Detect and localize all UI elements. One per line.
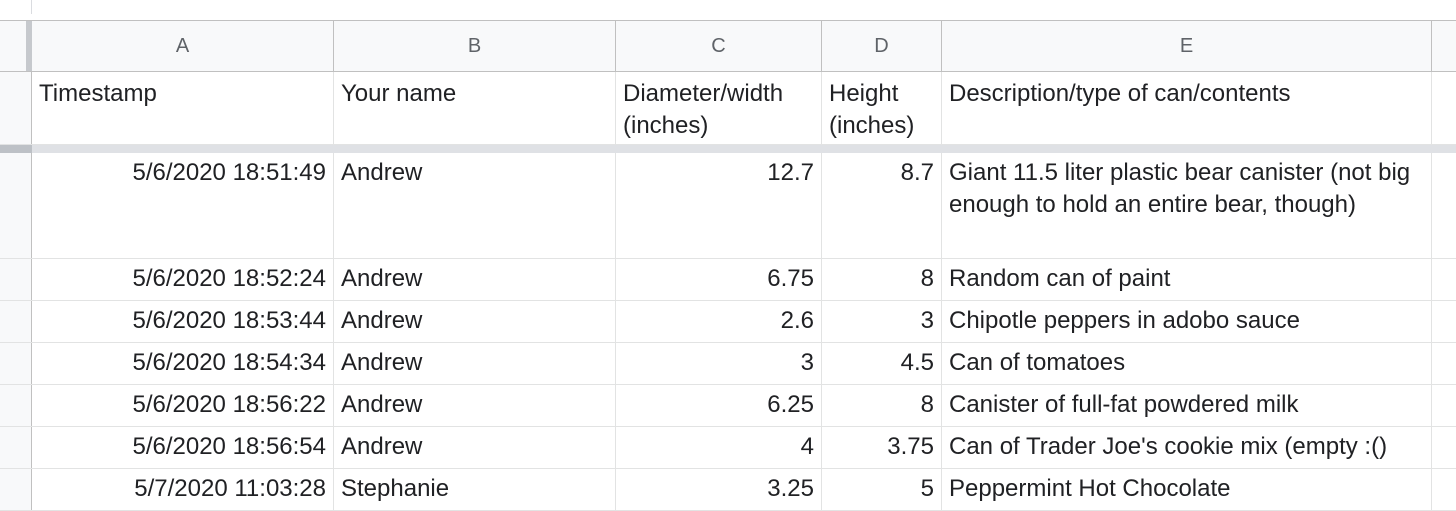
cell-timestamp[interactable]: 5/6/2020 18:51:49 bbox=[32, 153, 334, 258]
row-header[interactable] bbox=[0, 153, 32, 258]
frozen-row-divider[interactable] bbox=[0, 145, 1456, 153]
cell-height-header[interactable]: Height (inches) bbox=[822, 72, 942, 144]
row-header[interactable] bbox=[0, 469, 32, 510]
column-header-e[interactable]: E bbox=[942, 21, 1432, 71]
toolbar-divider bbox=[31, 0, 32, 14]
row-header[interactable] bbox=[0, 343, 32, 384]
cell-height[interactable]: 8.7 bbox=[822, 153, 942, 258]
cell-diameter[interactable]: 3 bbox=[616, 343, 822, 384]
cell-timestamp[interactable]: 5/6/2020 18:54:34 bbox=[32, 343, 334, 384]
cell-description[interactable]: Giant 11.5 liter plastic bear canister (… bbox=[942, 153, 1432, 258]
toolbar-strip bbox=[0, 0, 1456, 20]
cell-name[interactable]: Andrew bbox=[334, 385, 616, 426]
cell-timestamp[interactable]: 5/6/2020 18:56:54 bbox=[32, 427, 334, 468]
cell-name[interactable]: Andrew bbox=[334, 301, 616, 342]
cell-height[interactable]: 3 bbox=[822, 301, 942, 342]
cell-diameter[interactable]: 4 bbox=[616, 427, 822, 468]
table-row: 5/6/2020 18:54:34 Andrew 3 4.5 Can of to… bbox=[0, 343, 1456, 385]
cell-name[interactable]: Andrew bbox=[334, 153, 616, 258]
cell-name[interactable]: Stephanie bbox=[334, 469, 616, 510]
table-row: 5/7/2020 11:03:28 Stephanie 3.25 5 Peppe… bbox=[0, 469, 1456, 511]
cell-diameter[interactable]: 6.75 bbox=[616, 259, 822, 300]
table-row: 5/6/2020 18:56:22 Andrew 6.25 8 Canister… bbox=[0, 385, 1456, 427]
column-header-c[interactable]: C bbox=[616, 21, 822, 71]
cell-name[interactable]: Andrew bbox=[334, 343, 616, 384]
cell-timestamp[interactable]: 5/6/2020 18:52:24 bbox=[32, 259, 334, 300]
cell-height[interactable]: 8 bbox=[822, 385, 942, 426]
cell-timestamp[interactable]: 5/6/2020 18:53:44 bbox=[32, 301, 334, 342]
table-row: 5/6/2020 18:53:44 Andrew 2.6 3 Chipotle … bbox=[0, 301, 1456, 343]
cell-diameter[interactable]: 12.7 bbox=[616, 153, 822, 258]
cell-description[interactable]: Random can of paint bbox=[942, 259, 1432, 300]
table-row: 5/6/2020 18:56:54 Andrew 4 3.75 Can of T… bbox=[0, 427, 1456, 469]
select-all-corner[interactable] bbox=[0, 21, 32, 71]
cell-description[interactable]: Can of tomatoes bbox=[942, 343, 1432, 384]
column-header-d[interactable]: D bbox=[822, 21, 942, 71]
cell-description-header[interactable]: Description/type of can/contents bbox=[942, 72, 1432, 144]
column-header-bar: A B C D E bbox=[0, 20, 1456, 72]
cell-description[interactable]: Can of Trader Joe's cookie mix (empty :(… bbox=[942, 427, 1432, 468]
cell-height[interactable]: 3.75 bbox=[822, 427, 942, 468]
row-header[interactable] bbox=[0, 259, 32, 300]
row-header[interactable] bbox=[0, 301, 32, 342]
row-header[interactable] bbox=[0, 385, 32, 426]
table-row: 5/6/2020 18:51:49 Andrew 12.7 8.7 Giant … bbox=[0, 153, 1456, 259]
frozen-row-handle[interactable] bbox=[0, 145, 32, 153]
cell-name[interactable]: Andrew bbox=[334, 259, 616, 300]
cell-diameter[interactable]: 2.6 bbox=[616, 301, 822, 342]
cell-timestamp-header[interactable]: Timestamp bbox=[32, 72, 334, 144]
cell-description[interactable]: Peppermint Hot Chocolate bbox=[942, 469, 1432, 510]
cell-diameter-header[interactable]: Diameter/width (inches) bbox=[616, 72, 822, 144]
cell-timestamp[interactable]: 5/6/2020 18:56:22 bbox=[32, 385, 334, 426]
row-header[interactable] bbox=[0, 427, 32, 468]
spreadsheet-grid: A B C D E Timestamp Your name Diameter/w… bbox=[0, 20, 1456, 511]
table-row: 5/6/2020 18:52:24 Andrew 6.75 8 Random c… bbox=[0, 259, 1456, 301]
cell-height[interactable]: 4.5 bbox=[822, 343, 942, 384]
cell-name-header[interactable]: Your name bbox=[334, 72, 616, 144]
cell-diameter[interactable]: 6.25 bbox=[616, 385, 822, 426]
column-header-b[interactable]: B bbox=[334, 21, 616, 71]
column-header-a[interactable]: A bbox=[32, 21, 334, 71]
frozen-column-handle[interactable] bbox=[26, 21, 32, 71]
cell-name[interactable]: Andrew bbox=[334, 427, 616, 468]
cell-height[interactable]: 8 bbox=[822, 259, 942, 300]
cell-description[interactable]: Chipotle peppers in adobo sauce bbox=[942, 301, 1432, 342]
row-header[interactable] bbox=[0, 72, 32, 144]
cell-height[interactable]: 5 bbox=[822, 469, 942, 510]
table-row: Timestamp Your name Diameter/width (inch… bbox=[0, 72, 1456, 145]
cell-diameter[interactable]: 3.25 bbox=[616, 469, 822, 510]
cell-description[interactable]: Canister of full-fat powdered milk bbox=[942, 385, 1432, 426]
cell-timestamp[interactable]: 5/7/2020 11:03:28 bbox=[32, 469, 334, 510]
